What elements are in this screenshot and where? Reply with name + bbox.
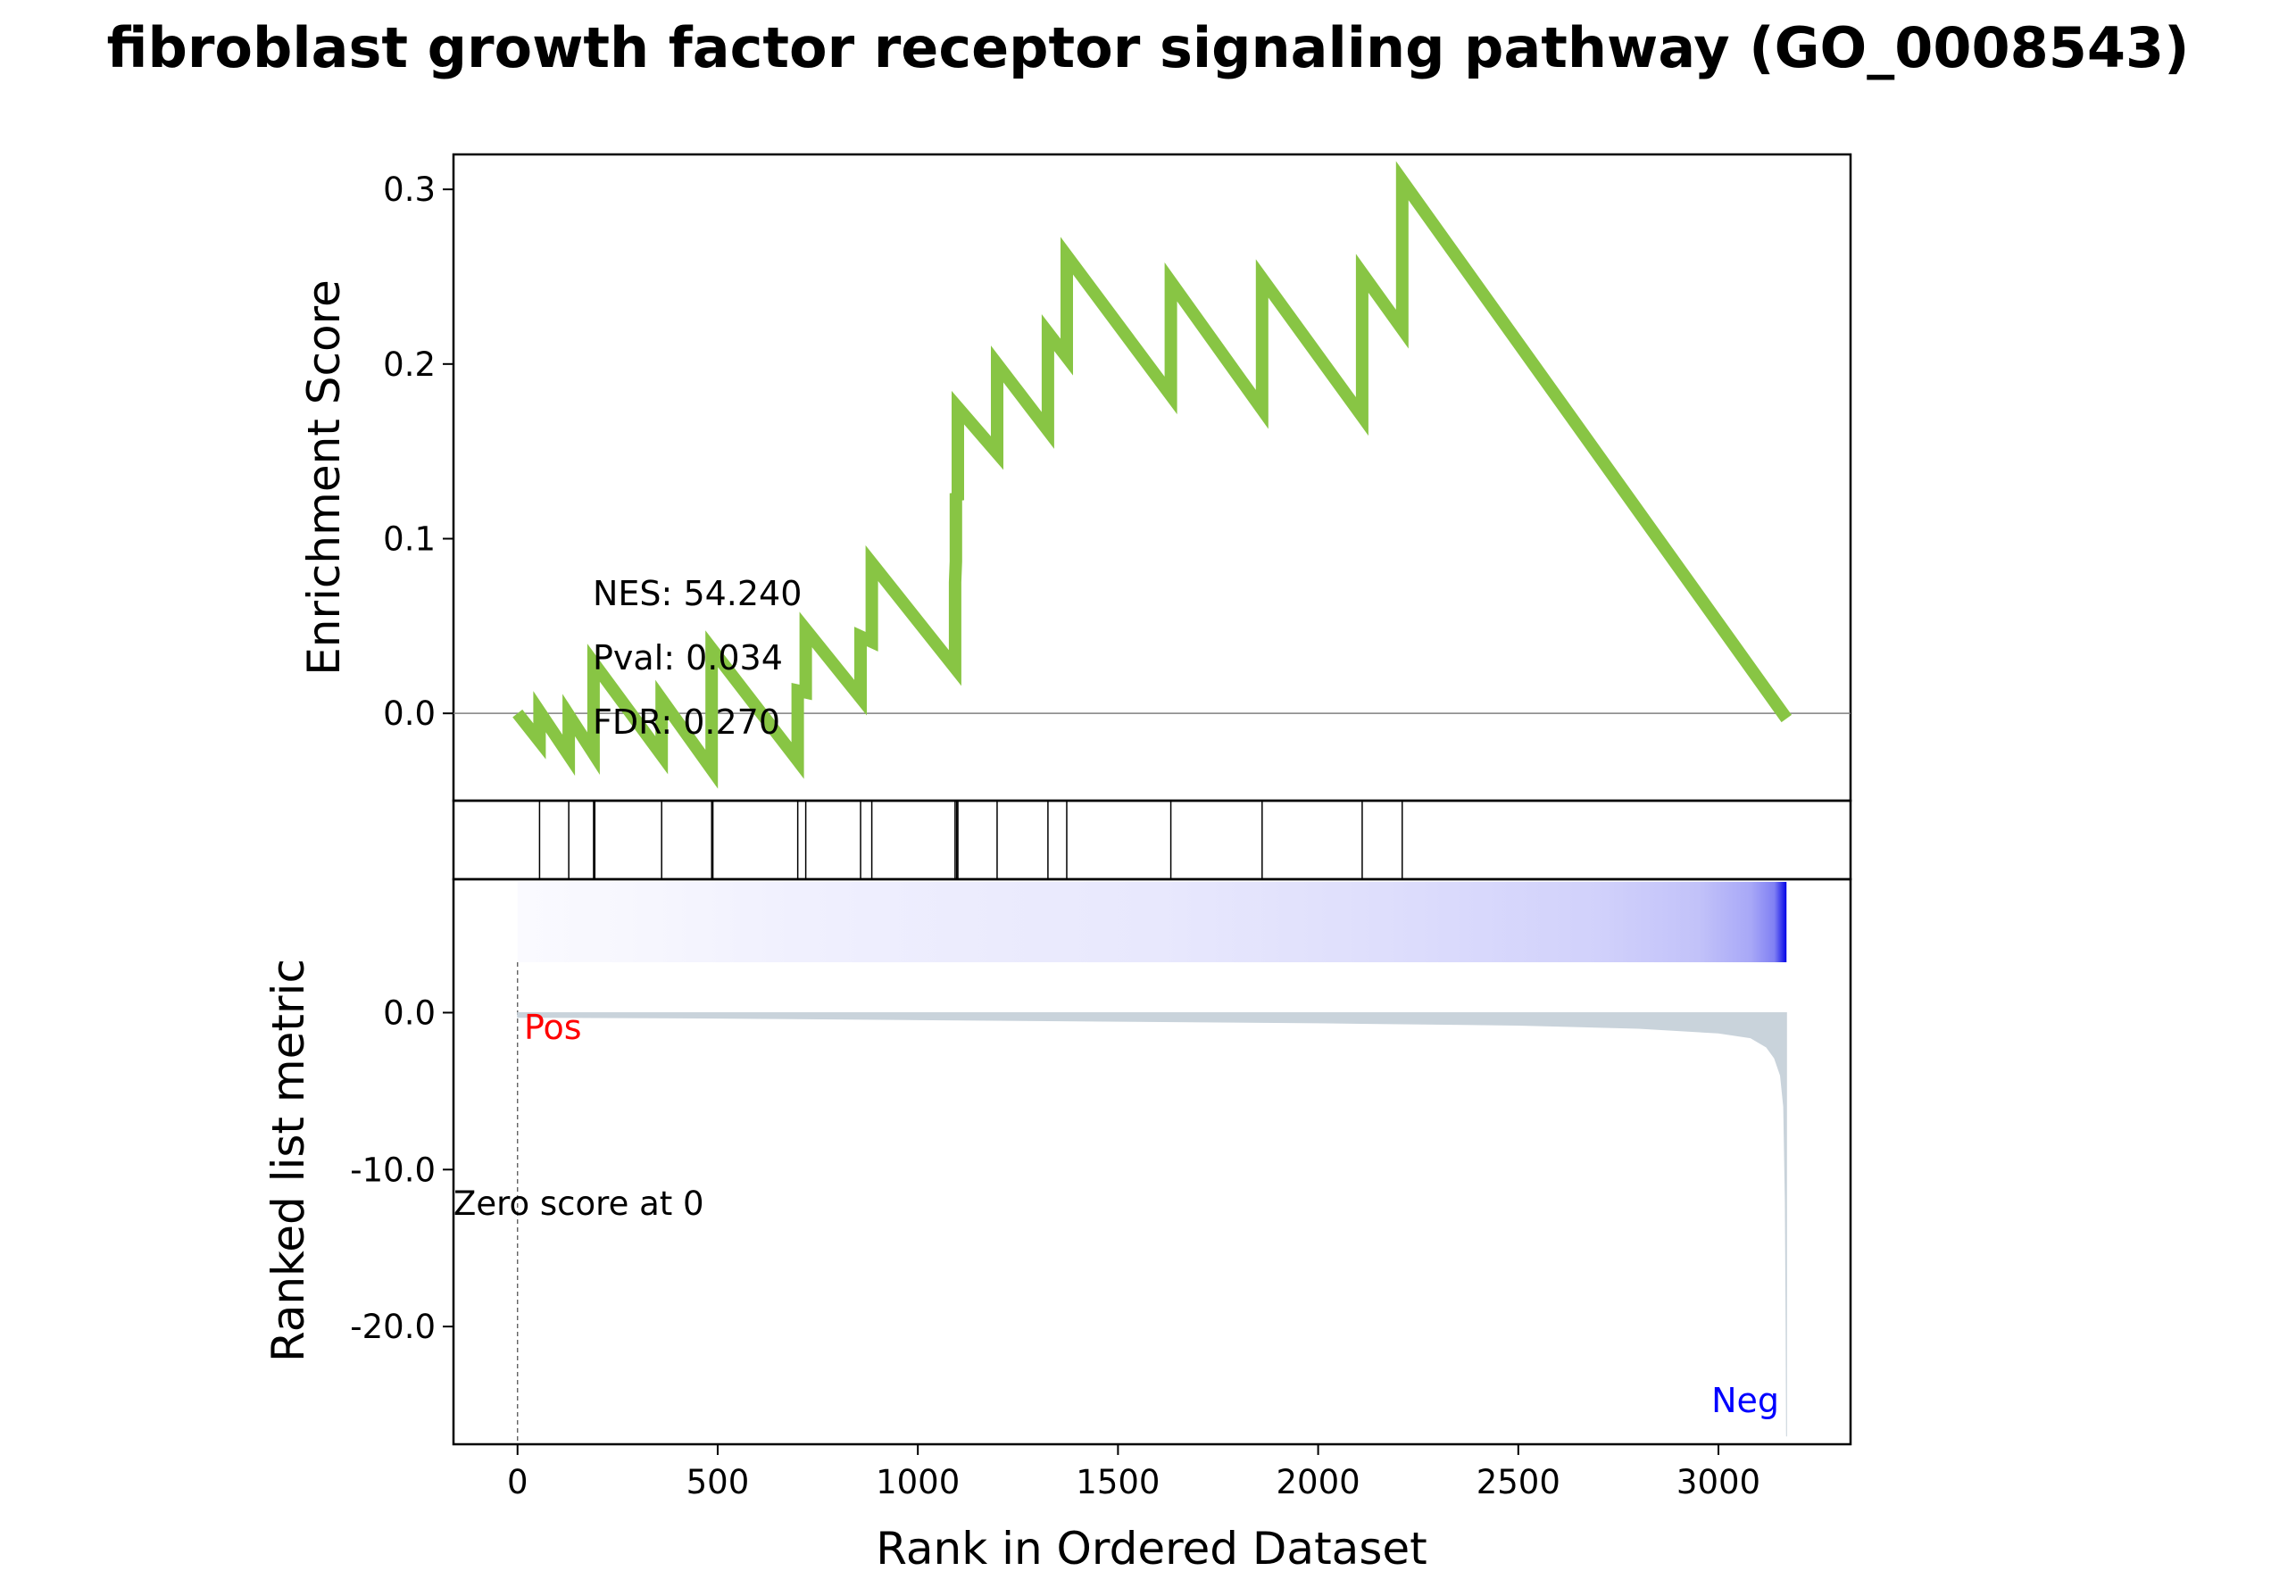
xtick-label: 0	[507, 1463, 528, 1501]
metric-axis-label: Ranked list metric	[262, 959, 314, 1362]
pval-label: Pval: 0.034	[593, 638, 783, 677]
metric-area	[517, 1011, 1787, 1437]
xtick-label: 2000	[1277, 1463, 1360, 1501]
ranked-metric-panel	[517, 882, 1787, 1444]
es-ytick: 0.2	[383, 345, 436, 384]
metric-ytick: -10.0	[350, 1151, 436, 1189]
xtick-label: 1500	[1076, 1463, 1160, 1501]
xtick-label: 3000	[1676, 1463, 1760, 1501]
xtick-label: 2500	[1477, 1463, 1560, 1501]
hits-panel-frame	[452, 799, 1852, 881]
es-ytick: 0.1	[383, 520, 436, 558]
xtick-label: 1000	[876, 1463, 960, 1501]
axes-ticks: 0.0 0.1 0.2 0.3 0.0 -10.0 -20.0 0 500 1000 1500 200…	[350, 170, 1760, 1501]
metric-panel-frame	[452, 877, 1852, 1446]
x-axis-label: Rank in Ordered Dataset	[876, 1523, 1427, 1575]
zero-score-label: Zero score at 0	[453, 1185, 704, 1223]
es-ytick: 0.3	[383, 170, 436, 209]
gene-set-hits-panel	[538, 801, 1403, 879]
chart-title: fibroblast growth factor receptor signal…	[106, 15, 2189, 80]
neg-label: Neg	[1711, 1381, 1779, 1420]
rank-heatmap-strip	[517, 882, 1787, 962]
xtick-label: 500	[686, 1463, 750, 1501]
es-ytick: 0.0	[383, 694, 436, 733]
metric-ytick: 0.0	[383, 993, 436, 1032]
fdr-label: FDR: 0.270	[593, 702, 780, 742]
nes-label: NES: 54.240	[593, 574, 802, 613]
pos-label: Pos	[524, 1008, 582, 1047]
es-curve	[512, 161, 1792, 789]
metric-ytick: -20.0	[350, 1308, 436, 1346]
enrichment-score-panel	[453, 161, 1851, 789]
es-axis-label: Enrichment Score	[298, 279, 350, 676]
